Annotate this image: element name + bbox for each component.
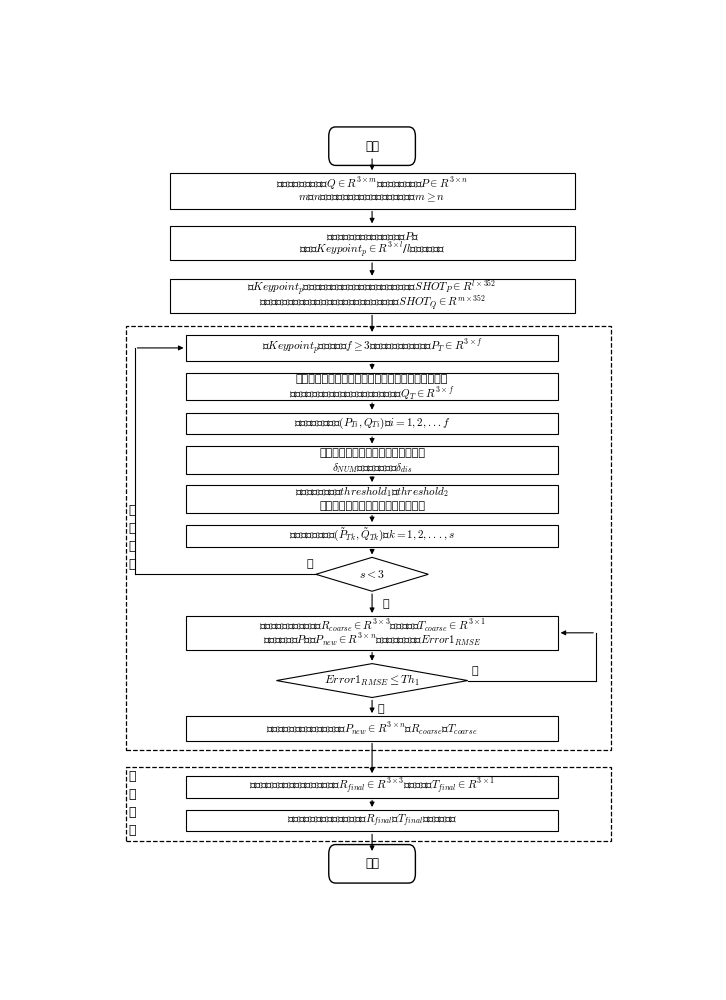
Text: 是: 是: [306, 559, 313, 569]
Bar: [187, 716, 558, 741]
Text: 开始: 开始: [365, 140, 379, 153]
Text: 关键点$Keypoint_p\in R^{3\times l}$/$l$为关键点数目: 关键点$Keypoint_p\in R^{3\times l}$/$l$为关键点…: [299, 241, 445, 260]
Bar: [187, 335, 558, 361]
Text: 否: 否: [382, 599, 389, 609]
Bar: [187, 446, 558, 474]
Bar: [187, 373, 558, 400]
Polygon shape: [277, 664, 468, 698]
Bar: [126, 767, 611, 841]
Text: 精
确
配
准: 精 确 配 准: [129, 770, 136, 837]
Text: 是: 是: [378, 704, 384, 714]
Bar: [187, 525, 558, 547]
Text: 最近的点作模板配准点，得到模板配准点集合$Q_T\in R^{3\times f}$: 最近的点作模板配准点，得到模板配准点集合$Q_T\in R^{3\times f…: [289, 385, 455, 402]
Bar: [187, 810, 558, 831]
Bar: [170, 226, 574, 260]
Text: 得到最终配准点对$(\tilde{P}_{Tk},\tilde{Q}_{Tk})$，$k=1,2,...,s$: 得到最终配准点对$(\tilde{P}_{Tk},\tilde{Q}_{Tk})…: [289, 527, 455, 544]
Text: $s<3$: $s<3$: [359, 568, 386, 581]
Bar: [126, 326, 611, 750]
Text: 对每一组配准点对进行系数阈値判断: 对每一组配准点对进行系数阈値判断: [319, 501, 425, 511]
Bar: [170, 279, 574, 312]
Text: 根据两个系数阈値$threshold_1$和$threshold_2$: 根据两个系数阈値$threshold_1$和$threshold_2$: [295, 484, 449, 499]
Text: 对模板点云离线提取其方向直方图签名特征得到模板特征$SHOT_Q\in R^{m\times 352}$: 对模板点云离线提取其方向直方图签名特征得到模板特征$SHOT_Q\in R^{m…: [258, 293, 486, 313]
Text: 内部签名描述算法提取目标点云$P$的: 内部签名描述算法提取目标点云$P$的: [325, 230, 419, 242]
Text: 迭代最近点算法得到最终的旋转矩阵$R_{final}\in R^{3\times 3}$和平移向量$T_{final}\in R^{3\times 1}$: 迭代最近点算法得到最终的旋转矩阵$R_{final}\in R^{3\times…: [249, 777, 495, 796]
Text: 输出模板与目标之间的位姿关系$R_{final}$和$T_{final}$给抓取机械手: 输出模板与目标之间的位姿关系$R_{final}$和$T_{final}$给抓取…: [287, 812, 457, 829]
Text: 否: 否: [471, 666, 478, 676]
Text: 对每一个目标配准点在模板特征中搜索与其特征距离: 对每一个目标配准点在模板特征中搜索与其特征距离: [296, 374, 448, 384]
Text: 初
始
配
准: 初 始 配 准: [129, 504, 136, 571]
Text: 结束: 结束: [365, 857, 379, 870]
FancyBboxPatch shape: [329, 127, 415, 165]
Bar: [170, 173, 574, 209]
FancyBboxPatch shape: [329, 845, 415, 883]
Text: $Error1_{RMSE}\leq Th_1$: $Error1_{RMSE}\leq Th_1$: [325, 673, 420, 688]
Text: 计算每一组配准点对的邻域比値系数: 计算每一组配准点对的邻域比値系数: [319, 448, 425, 458]
Text: 得到初步配准点对$(P_{Ti},Q_{Ti})$，$i=1,2,...f$: 得到初步配准点对$(P_{Ti},Q_{Ti})$，$i=1,2,...f$: [294, 416, 450, 431]
Bar: [187, 485, 558, 513]
Text: 更新目标点云$P$得到$P_{new}\in R^{3\times n}$，计算均方根误差$Error1_{RMSE}$: 更新目标点云$P$得到$P_{new}\in R^{3\times n}$，计算…: [263, 632, 481, 648]
Text: $m$和$n$分别为模板点云和目标点云的点数目，$m\geq n$: $m$和$n$分别为模板点云和目标点云的点数目，$m\geq n$: [298, 192, 446, 204]
Bar: [187, 776, 558, 798]
Text: 得到初始配准更新后的目标点云$P_{new}\in R^{3\times n}$，$R_{coarse}$和$T_{coarse}$: 得到初始配准更新后的目标点云$P_{new}\in R^{3\times n}$…: [266, 720, 478, 737]
Text: 对偶四元数求解旋转矩阵$R_{coarse}\in R^{3\times 3}$和平移向量$T_{coarse}\in R^{3\times 1}$: 对偶四元数求解旋转矩阵$R_{coarse}\in R^{3\times 3}$…: [258, 617, 486, 634]
Text: 输入工件的模板点云$Q\in R^{3\times m}$和工件的目标点云$P\in R^{3\times n}$: 输入工件的模板点云$Q\in R^{3\times m}$和工件的目标点云$P\…: [276, 175, 468, 192]
Text: 对$Keypoint_p$进行方向直方图签名特征提取得到关键点特征$SHOT_P\in R^{l\times 352}$: 对$Keypoint_p$进行方向直方图签名特征提取得到关键点特征$SHOT_P…: [248, 279, 497, 298]
Text: 在$Keypoint_p$中随机采样$f\geq 3$个点获取目标配准点集合$P_T\in R^{3\times f}$: 在$Keypoint_p$中随机采样$f\geq 3$个点获取目标配准点集合$P…: [261, 338, 483, 357]
Bar: [187, 413, 558, 434]
Text: $\delta_{NUM}$和距离比値系数$\delta_{dis}$: $\delta_{NUM}$和距离比値系数$\delta_{dis}$: [332, 461, 412, 475]
Bar: [187, 616, 558, 650]
Polygon shape: [316, 557, 428, 591]
